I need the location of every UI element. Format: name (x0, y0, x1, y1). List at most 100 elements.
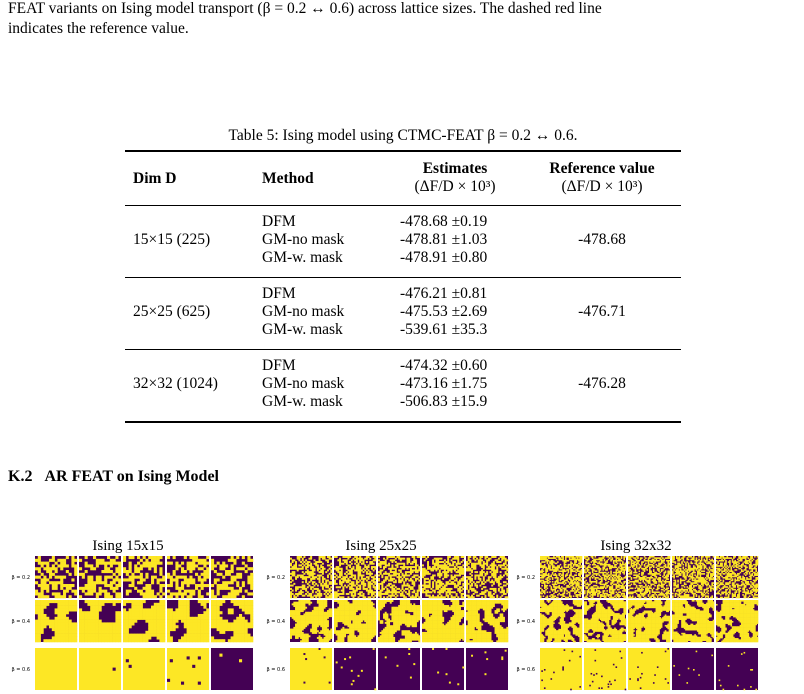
reference-cell: -476.71 (578, 303, 626, 320)
estimate-cell: -539.61 ±35.3 (400, 321, 488, 338)
row-label: β = 0.2 (11, 575, 30, 581)
lattice-sample (123, 600, 166, 643)
row-label: β = 0.6 (11, 667, 30, 673)
lattice-sample (716, 556, 759, 599)
method-cell: GM-no mask (262, 375, 345, 392)
estimate-cell: -476.21 ±0.81 (400, 285, 488, 302)
lattice-sample (422, 600, 465, 643)
method-cell: GM-no mask (262, 231, 345, 248)
estimate-cell: -478.91 ±0.80 (400, 249, 488, 266)
method-cell: GM-w. mask (262, 393, 343, 410)
lattice-sample (79, 600, 122, 643)
dim-cell: 32×32 (1024) (133, 375, 218, 392)
row-label: β = 0.4 (516, 619, 535, 625)
dim-cell: 25×25 (625) (133, 303, 211, 320)
lattice-sample (466, 556, 509, 599)
lattice-sample (334, 556, 377, 599)
lattice-sample (672, 556, 715, 599)
table-rule (125, 421, 681, 423)
row-label: β = 0.2 (266, 575, 285, 581)
row-label: β = 0.4 (11, 619, 30, 625)
lattice-sample (167, 648, 209, 690)
lattice-sample (211, 648, 253, 690)
header-cell: (ΔF/D × 10³) (561, 178, 643, 195)
row-label: β = 0.4 (266, 619, 285, 625)
method-cell: DFM (262, 285, 296, 302)
header-cell: Method (262, 170, 314, 187)
lattice-sample (35, 556, 78, 599)
header-cell: Dim D (133, 170, 177, 187)
lattice-sample (422, 648, 465, 690)
lattice-sample (290, 556, 333, 599)
method-cell: DFM (262, 213, 296, 230)
lattice-sample (540, 556, 583, 599)
lattice-sample (79, 648, 121, 690)
lattice-sample (672, 600, 715, 643)
lattice-sample (35, 600, 78, 643)
lattice-sample (422, 556, 465, 599)
estimate-cell: -506.83 ±15.9 (400, 393, 488, 410)
lattice-sample (378, 556, 421, 599)
lattice-sample (716, 600, 759, 643)
lattice-sample (584, 600, 627, 643)
lattice-sample (672, 648, 714, 690)
panel-title: Ising 25x25 (345, 538, 416, 554)
row-label: β = 0.6 (266, 667, 285, 673)
row-label: β = 0.6 (516, 667, 535, 673)
header-cell: Estimates (422, 160, 488, 177)
lattice-sample (540, 648, 582, 691)
row-label: β = 0.2 (516, 575, 535, 581)
method-cell: DFM (262, 357, 296, 374)
caption-line: indicates the reference value. (8, 20, 189, 37)
section-number: K.2 (8, 468, 33, 485)
lattice-sample (35, 648, 77, 690)
lattice-sample (290, 600, 333, 643)
method-cell: GM-no mask (262, 303, 345, 320)
lattice-sample (211, 556, 254, 599)
section-heading: K.2 AR FEAT on Ising Model (8, 468, 219, 486)
lattice-sample (466, 600, 509, 643)
lattice-sample (466, 648, 508, 690)
table-rule (125, 150, 681, 152)
lattice-sample (334, 600, 377, 643)
reference-cell: -476.28 (578, 375, 626, 392)
section-title: AR FEAT on Ising Model (44, 468, 219, 485)
lattice-sample (290, 648, 332, 690)
estimate-cell: -478.81 ±1.03 (400, 231, 488, 248)
estimate-cell: -478.68 ±0.19 (400, 213, 488, 230)
panel-title: Ising 32x32 (600, 538, 671, 554)
table-caption: Table 5: Ising model using CTMC-FEAT β =… (228, 127, 578, 144)
lattice-sample (628, 600, 671, 643)
method-cell: GM-w. mask (262, 321, 343, 338)
lattice-sample (123, 648, 165, 690)
lattice-sample (378, 648, 420, 690)
lattice-sample (540, 600, 583, 643)
lattice-sample (123, 556, 166, 599)
method-cell: GM-w. mask (262, 249, 343, 266)
lattice-sample (378, 600, 421, 643)
dim-cell: 15×15 (225) (133, 231, 211, 248)
lattice-sample (167, 600, 210, 643)
lattice-sample (628, 556, 671, 599)
estimate-cell: -473.16 ±1.75 (400, 375, 488, 392)
lattice-sample (716, 648, 758, 691)
lattice-sample (334, 648, 377, 691)
lattice-sample (628, 648, 670, 690)
lattice-sample (584, 556, 627, 599)
caption-line: FEAT variants on Ising model transport (… (8, 0, 602, 17)
table-rule (125, 277, 681, 278)
panel-title: Ising 15x15 (92, 538, 163, 554)
estimate-cell: -475.53 ±2.69 (400, 303, 488, 320)
header-cell: (ΔF/D × 10³) (414, 178, 496, 195)
lattice-sample (211, 600, 254, 643)
estimate-cell: -474.32 ±0.60 (400, 357, 488, 374)
lattice-sample (584, 648, 627, 691)
reference-cell: -478.68 (578, 231, 626, 248)
table-rule (125, 349, 681, 350)
table-rule (125, 205, 681, 206)
lattice-sample (79, 556, 122, 599)
header-cell: Reference value (549, 160, 655, 177)
lattice-sample (167, 556, 210, 599)
